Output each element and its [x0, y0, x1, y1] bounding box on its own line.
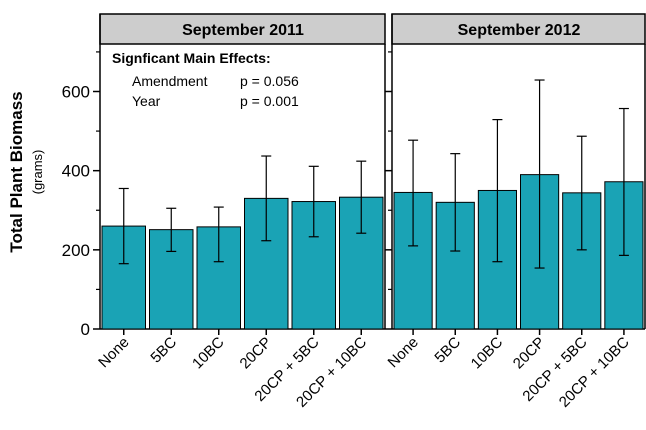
x-tick-label: 10BC	[468, 334, 507, 373]
y-axis-label: Total Plant Biomass	[7, 91, 26, 252]
panel-title: September 2012	[458, 22, 581, 39]
x-tick-label: 5BC	[431, 334, 464, 367]
annotation-row-value: p = 0.056	[240, 73, 299, 89]
x-tick-label: 20CP	[237, 334, 276, 373]
y-tick-label: 400	[62, 162, 90, 181]
annotation-row-value: p = 0.001	[240, 93, 299, 109]
y-tick-label: 200	[62, 241, 90, 260]
y-tick-label: 600	[62, 83, 90, 102]
annotation-row-label: Year	[132, 93, 161, 109]
annotation-title: Signficant Main Effects:	[112, 50, 271, 66]
y-tick-label: 0	[81, 320, 90, 339]
y-axis-label-group: Total Plant Biomass (grams)	[7, 91, 45, 252]
x-tick-label: 10BC	[189, 334, 228, 373]
x-tick-label: None	[95, 334, 132, 371]
x-tick-label: 20CP	[510, 334, 549, 373]
y-axis-unit: (grams)	[30, 150, 45, 195]
x-tick-label: None	[385, 334, 422, 371]
significance-annotation: Signficant Main Effects: Amendment p = 0…	[112, 50, 299, 109]
panel-title: September 2011	[182, 22, 304, 39]
annotation-row-label: Amendment	[132, 73, 208, 89]
x-tick-label: 5BC	[147, 334, 180, 367]
